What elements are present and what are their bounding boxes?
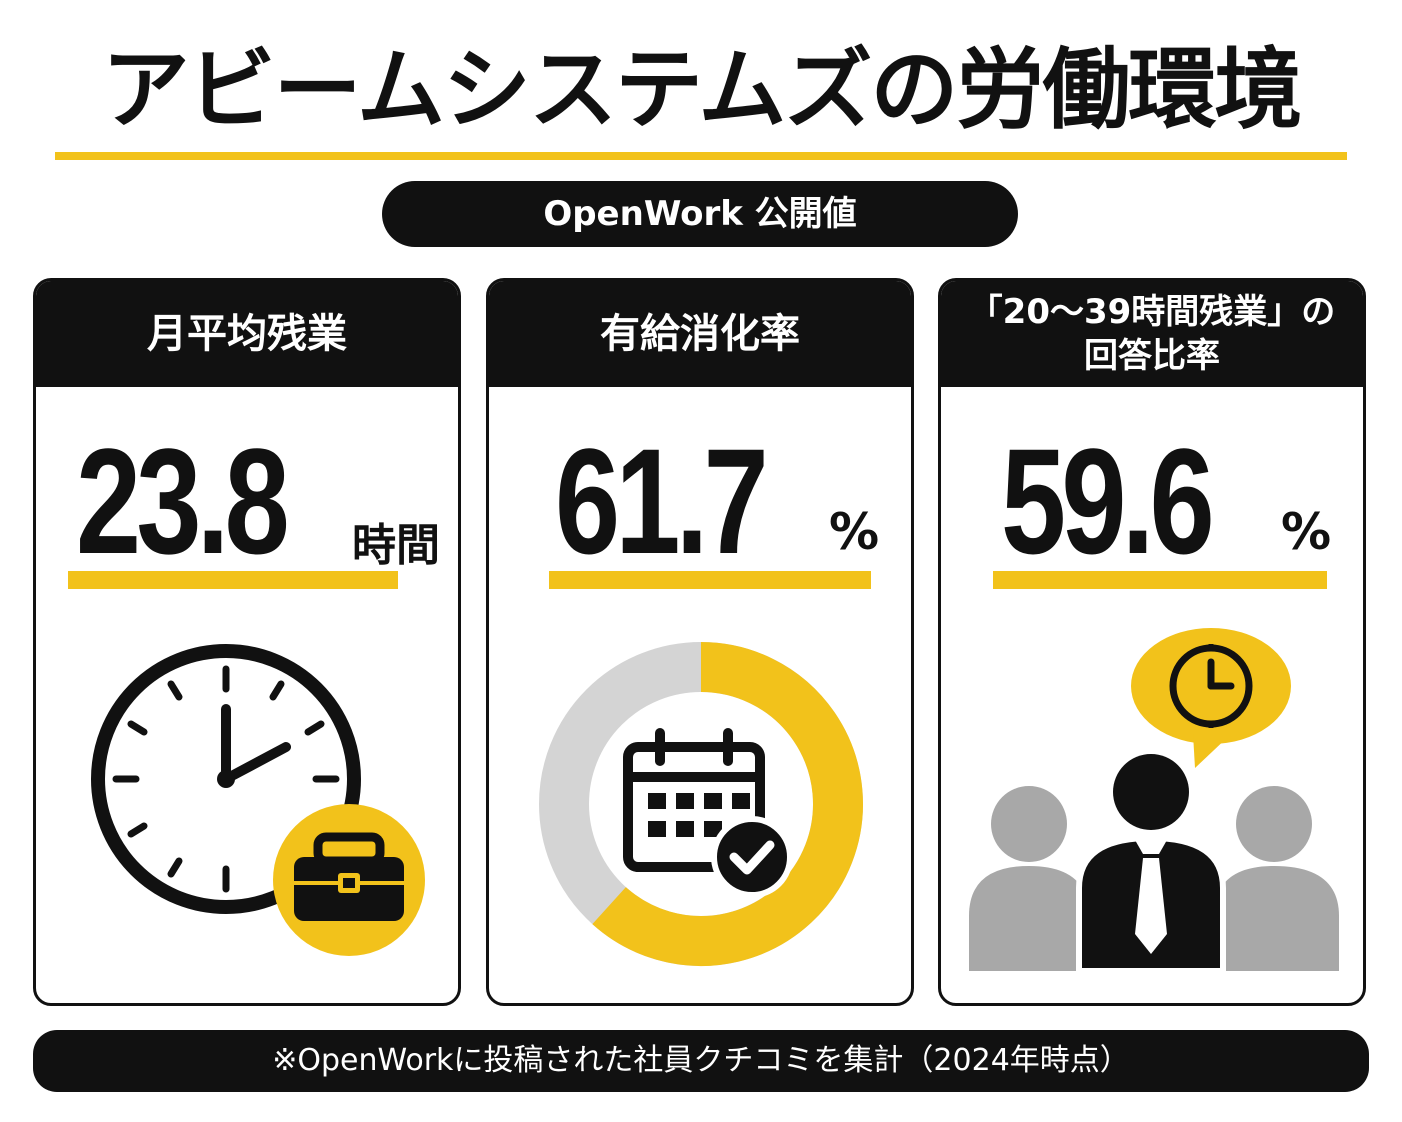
footer-note: ※OpenWorkに投稿された社員クチコミを集計（2024年時点） — [33, 1030, 1369, 1092]
overtime-ratio-value: 59.6 — [1001, 417, 1215, 585]
card-overtime-ratio-label: 「20〜39時間残業」の 回答比率 — [941, 281, 1363, 387]
title-underline — [55, 152, 1347, 160]
card-paid-leave-value-area: 61.7 % — [489, 417, 911, 589]
value-highlight — [68, 571, 398, 589]
source-pill: OpenWork 公開値 — [382, 181, 1018, 247]
card-overtime-value-area: 23.8 時間 — [36, 417, 458, 589]
donut-chart — [539, 642, 863, 966]
briefcase-icon — [273, 804, 425, 956]
card-overtime-ratio: 「20〜39時間残業」の 回答比率 59.6 % — [938, 278, 1366, 1006]
calendar-check-icon — [623, 728, 793, 898]
value-highlight — [549, 571, 871, 589]
paid-leave-unit: % — [829, 503, 880, 561]
speech-clock-icon — [1131, 628, 1291, 768]
card-overtime-ratio-label-line2: 回答比率 — [1083, 336, 1220, 376]
page-title: アビームシステムズの労働環境 — [101, 38, 1303, 141]
card-overtime: 月平均残業 23.8 時間 — [33, 278, 461, 1006]
paid-leave-value: 61.7 — [555, 417, 769, 585]
value-highlight — [993, 571, 1327, 589]
overtime-unit: 時間 — [352, 520, 440, 571]
overtime-ratio-unit: % — [1281, 503, 1332, 561]
card-overtime-label: 月平均残業 — [36, 281, 458, 387]
donut-arc — [592, 642, 863, 966]
people-icon — [969, 628, 1339, 974]
clock-icon — [91, 644, 361, 914]
card-paid-leave: 有給消化率 61.7 % — [486, 278, 914, 1006]
card-overtime-ratio-label-line1: 「20〜39時間残業」の — [968, 292, 1336, 332]
card-paid-leave-label: 有給消化率 — [489, 281, 911, 387]
overtime-value: 23.8 — [76, 417, 290, 585]
card-overtime-ratio-value-area: 59.6 % — [941, 417, 1363, 589]
